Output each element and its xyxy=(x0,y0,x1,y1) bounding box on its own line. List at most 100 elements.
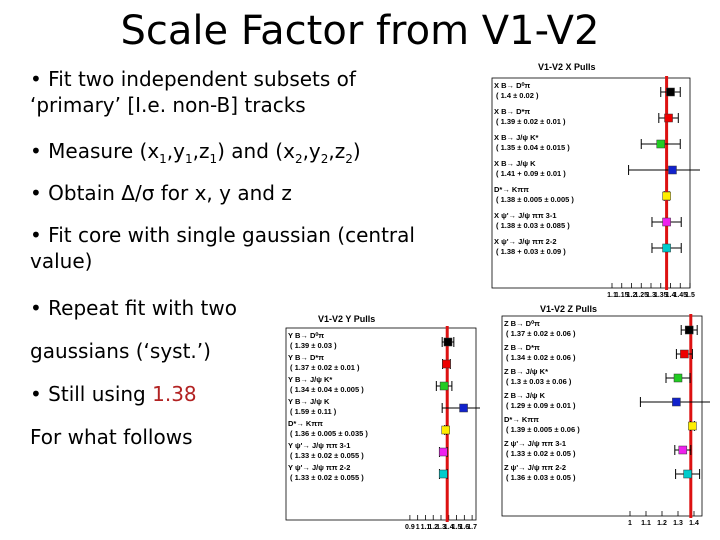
point-sublabel: ( 1.36 ± 0.03 ± 0.05 ) xyxy=(506,473,576,482)
data-point xyxy=(443,337,453,347)
bullet-4-line-2: value) xyxy=(30,249,93,273)
x-tick-label: 1.3 xyxy=(673,520,683,527)
x-tick-label: 1.7 xyxy=(467,524,477,531)
data-point xyxy=(662,217,671,227)
b7-value: 1.38 xyxy=(152,382,197,406)
point-sublabel: ( 1.41 + 0.09 ± 0.01 ) xyxy=(496,169,566,178)
point-sublabel: ( 1.35 ± 0.04 ± 0.015 ) xyxy=(496,143,570,152)
chart-title: V1-V2 Y Pulls xyxy=(318,314,375,324)
bullet-3: • Obtain Δ/σ for x, y and z xyxy=(30,181,292,205)
b2-m1: ,y xyxy=(166,139,185,163)
bullet-5: • Repeat fit with two xyxy=(30,296,237,320)
point-sublabel: ( 1.33 ± 0.02 ± 0.055 ) xyxy=(290,473,364,482)
x-tick-label: 1.35 xyxy=(654,292,668,298)
b2-s2: 1 xyxy=(185,152,193,166)
point-label: Y ψ'→ J/ψ ππ 2-2 xyxy=(288,463,350,472)
x-tick-label: 1.1 xyxy=(641,520,651,527)
point-label: Z B→ J/ψ K* xyxy=(504,367,548,376)
point-label: X ψ'→ J/ψ ππ 3-1 xyxy=(494,211,557,220)
point-label: Y B→ D⁰π xyxy=(288,331,324,340)
data-point xyxy=(673,373,683,383)
data-point xyxy=(442,359,451,369)
data-point xyxy=(439,469,448,479)
z-pulls-plot: V1-V2 Z Pulls 1 1.1 1.2 1.3 1.4 Z B→ D⁰π( 1.37… xyxy=(480,300,710,532)
chart-title: V1-V2 X Pulls xyxy=(538,62,596,72)
point-sublabel: ( 1.39 ± 0.005 ± 0.06 ) xyxy=(506,425,580,434)
data-point xyxy=(672,397,681,407)
b2-s1: 1 xyxy=(159,152,167,166)
data-point xyxy=(439,447,448,457)
data-point xyxy=(441,425,450,435)
bullet-6: gaussians (‘syst.’) xyxy=(30,339,211,363)
chart-frame xyxy=(491,77,691,289)
point-label: D*→ Kππ xyxy=(494,185,529,194)
b2-s6: 2 xyxy=(345,152,353,166)
x-tick-label: 1.2 xyxy=(428,524,438,531)
x-tick-label: 1.6 xyxy=(459,524,469,531)
point-label: Z ψ'→ J/ψ ππ 3-1 xyxy=(504,439,566,448)
b2-m5: ,z xyxy=(328,139,346,163)
data-point xyxy=(684,325,694,335)
data-point xyxy=(680,349,689,359)
b2-end: ) xyxy=(352,139,361,163)
y-pulls-plot: V1-V2 Y Pulls 0.9 1 1.11.21.31.41.51.61.7 Y … xyxy=(262,308,484,532)
bullet-1-line-2: ‘primary’ [I.e. non-B] tracks xyxy=(30,93,306,117)
bullet-4-line-1: • Fit core with single gaussian (central xyxy=(30,223,415,247)
point-label: Y B→ D*π xyxy=(288,353,324,362)
bullet-4: • Fit core with single gaussian (central… xyxy=(30,222,415,274)
x-tick-label: 1 xyxy=(416,524,420,531)
x-tick-label: 1.4 xyxy=(689,520,699,527)
b2-s3: 1 xyxy=(209,152,218,166)
point-label: Y B→ J/ψ K* xyxy=(288,375,332,384)
b2-pre: • Measure (x xyxy=(30,139,160,163)
point-label: Z B→ D⁰π xyxy=(504,319,540,328)
point-sublabel: ( 1.33 ± 0.02 ± 0.055 ) xyxy=(290,451,364,460)
b2-m4: ,y xyxy=(302,139,321,163)
b2-s5: 2 xyxy=(320,152,329,166)
point-label: D*→ Kππ xyxy=(504,415,539,424)
bullet-1-line-1: • Fit two independent subsets of xyxy=(30,67,356,91)
data-point xyxy=(688,421,697,431)
point-sublabel: ( 1.29 ± 0.09 ± 0.01 ) xyxy=(506,401,576,410)
point-sublabel: ( 1.34 ± 0.04 ± 0.005 ) xyxy=(290,385,364,394)
x-tick-label: 0.9 xyxy=(405,524,415,531)
bullet-7: • Still using 1.38 xyxy=(30,381,197,407)
point-sublabel: ( 1.4 ± 0.02 ) xyxy=(496,91,539,100)
point-sublabel: ( 1.34 ± 0.02 ± 0.06 ) xyxy=(506,353,576,362)
x-tick-label: 1.2 xyxy=(657,520,667,527)
point-label: X ψ'→ J/ψ ππ 2-2 xyxy=(494,237,557,246)
bullet-8: For what follows xyxy=(30,425,193,449)
data-point xyxy=(666,87,675,97)
data-point xyxy=(662,191,671,201)
b2-m2: ,z xyxy=(192,139,210,163)
point-sublabel: ( 1.37 ± 0.02 ± 0.01 ) xyxy=(290,363,360,372)
point-sublabel: ( 1.38 + 0.03 ± 0.09 ) xyxy=(496,247,566,256)
x-tick-label: 1.25 xyxy=(634,292,648,298)
point-sublabel: ( 1.38 ± 0.005 ± 0.005 ) xyxy=(496,195,574,204)
point-sublabel: ( 1.59 ± 0.11 ) xyxy=(290,407,337,416)
x-tick-label: 1.45 xyxy=(673,292,687,298)
slide-title: Scale Factor from V1-V2 xyxy=(120,8,600,54)
x-tick-label: 1.5 xyxy=(685,292,695,298)
x-tick-label: 1.4 xyxy=(444,524,454,531)
point-sublabel: ( 1.3 ± 0.03 ± 0.06 ) xyxy=(506,377,572,386)
point-sublabel: ( 1.39 ± 0.02 ± 0.01 ) xyxy=(496,117,566,126)
data-point xyxy=(678,445,688,455)
x-tick-label: 1.1 xyxy=(607,292,617,298)
chart-frame xyxy=(501,315,703,517)
point-label: X B→ D⁰π xyxy=(494,81,531,90)
point-label: Z B→ D*π xyxy=(504,343,540,352)
x-tick-label: 1.2 xyxy=(627,292,637,298)
chart-title: V1-V2 Z Pulls xyxy=(540,304,597,314)
point-label: Z B→ J/ψ K xyxy=(504,391,546,400)
x-tick-label: 1.1 xyxy=(421,524,431,531)
point-label: D*→ Kππ xyxy=(288,419,323,428)
point-label: X B→ J/ψ K xyxy=(494,159,536,168)
x-tick-label: 1.15 xyxy=(615,292,629,298)
x-tick-label: 1.5 xyxy=(452,524,462,531)
x-pulls-plot: V1-V2 X Pulls 1.11.151.21.251.31.351.41.4… xyxy=(478,60,700,298)
point-sublabel: ( 1.33 ± 0.02 ± 0.05 ) xyxy=(506,449,576,458)
point-label: X B→ J/ψ K* xyxy=(494,133,538,142)
point-sublabel: ( 1.36 ± 0.005 ± 0.035 ) xyxy=(290,429,368,438)
data-point xyxy=(683,469,692,479)
